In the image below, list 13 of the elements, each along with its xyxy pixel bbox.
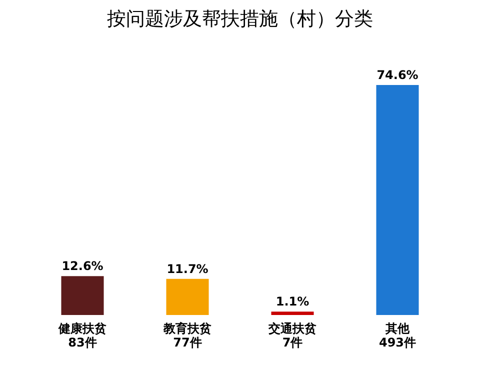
data-label: 11.7% — [166, 262, 208, 276]
data-label: 12.6% — [62, 259, 104, 274]
data-label: 1.1% — [276, 294, 310, 309]
chart-title: 按问题涉及帮扶措施（村）分类 — [107, 8, 373, 30]
x-tick-label: 其他 493件 — [378, 322, 416, 350]
x-tick-label: 健康扶贫 83件 — [58, 322, 106, 350]
bar — [271, 312, 314, 315]
data-label: 74.6% — [376, 68, 418, 82]
x-tick-label: 交通扶贫 7件 — [268, 322, 316, 350]
bar — [376, 85, 419, 315]
bar — [61, 276, 104, 315]
x-tick-label: 教育扶贫 77件 — [162, 322, 212, 350]
bar — [166, 278, 209, 315]
